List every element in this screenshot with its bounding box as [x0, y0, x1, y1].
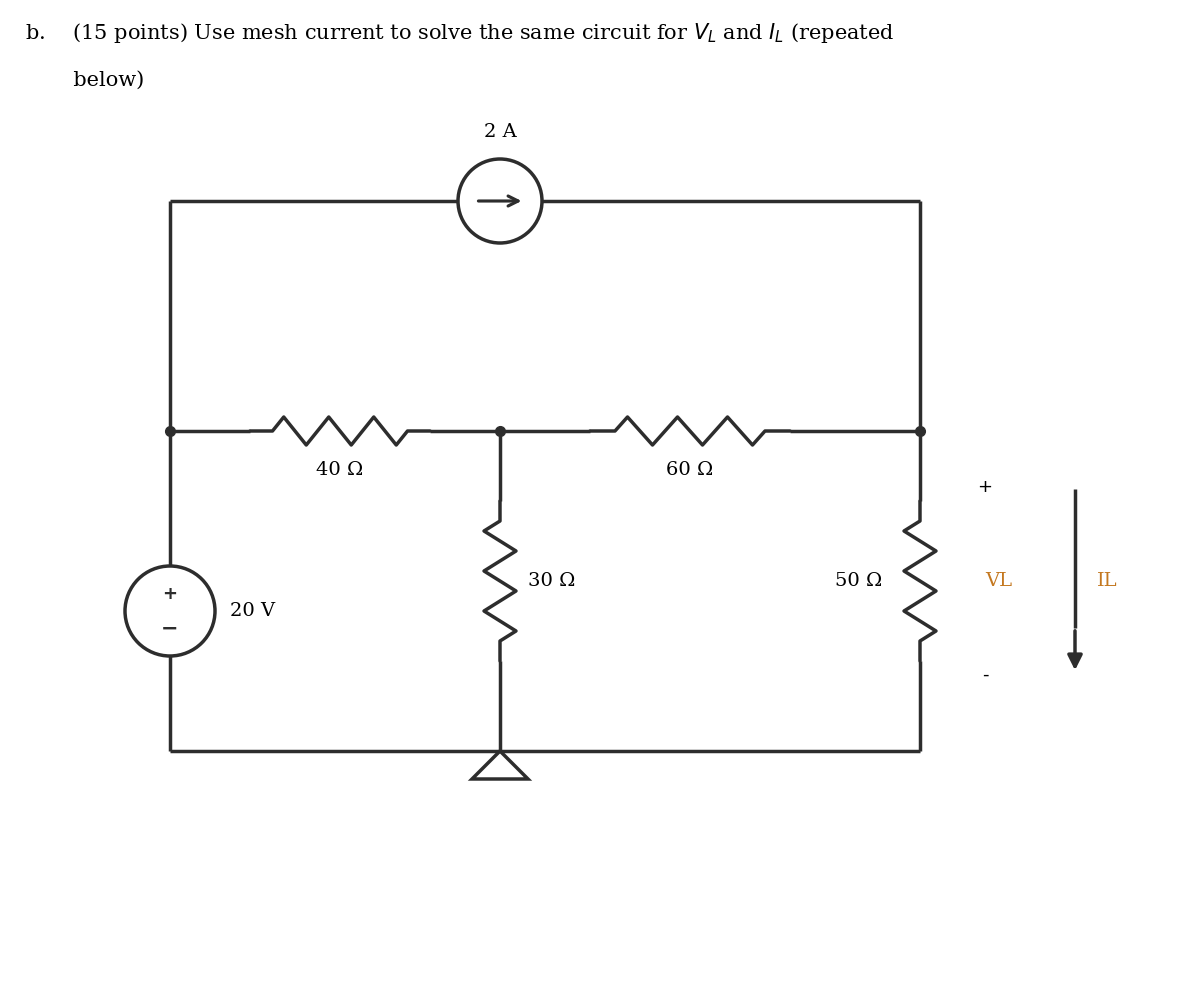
- Text: IL: IL: [1097, 572, 1118, 590]
- Text: below): below): [25, 71, 144, 90]
- Text: 40 Ω: 40 Ω: [316, 461, 364, 479]
- Text: +: +: [978, 478, 992, 496]
- Text: -: -: [981, 666, 988, 684]
- Text: 50 Ω: 50 Ω: [835, 572, 883, 590]
- Text: +: +: [163, 585, 177, 603]
- Text: b.  (15 points) Use mesh current to solve the same circuit for $V_L$ and $I_L$ (: b. (15 points) Use mesh current to solve…: [25, 21, 895, 45]
- Text: 60 Ω: 60 Ω: [666, 461, 714, 479]
- Text: 2 A: 2 A: [484, 123, 517, 141]
- Text: VL: VL: [985, 572, 1012, 590]
- Text: 20 V: 20 V: [230, 602, 276, 620]
- Text: 30 Ω: 30 Ω: [527, 572, 575, 590]
- Text: −: −: [162, 618, 178, 638]
